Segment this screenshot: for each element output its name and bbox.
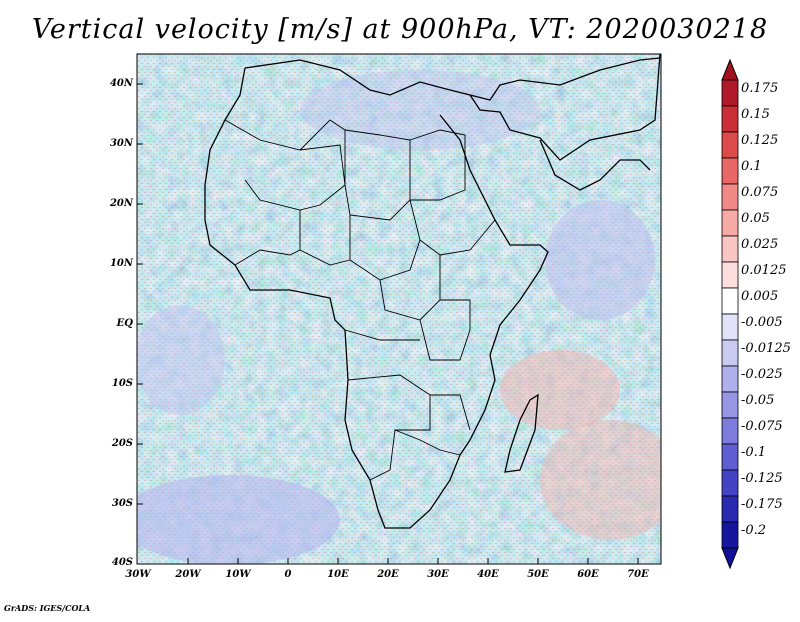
lon-label: 10E xyxy=(327,569,349,580)
lon-label: 30E xyxy=(427,569,449,580)
colorbar-top-arrow xyxy=(721,58,739,81)
colorbar-label: 0.125 xyxy=(741,133,779,149)
colorbar-swatch xyxy=(721,157,739,185)
colorbar-label: 0.15 xyxy=(741,107,770,123)
country-borders xyxy=(224,119,496,481)
lon-label: 10W xyxy=(225,569,251,580)
coastlines xyxy=(204,54,661,529)
credit-text: GrADS: IGES/COLA xyxy=(4,603,91,613)
colorbar-label: -0.05 xyxy=(741,393,775,409)
colorbar-swatch xyxy=(721,313,739,341)
colorbar-swatch xyxy=(721,391,739,419)
colorbar-swatch xyxy=(721,209,739,237)
lat-label: 10S xyxy=(111,378,133,389)
colorbar-label: 0.075 xyxy=(741,185,779,201)
colorbar-label: -0.005 xyxy=(741,315,783,331)
lon-label: 20W xyxy=(175,569,201,580)
colorbar-label: 0.175 xyxy=(741,81,779,97)
lon-label: 70E xyxy=(627,569,649,580)
colorbar-swatch xyxy=(721,131,739,159)
colorbar-swatch xyxy=(721,287,739,315)
colorbar-swatch xyxy=(721,79,739,107)
map-title: Vertical velocity [m/s] at 900hPa, VT: 2… xyxy=(31,14,769,45)
colorbar-label: 0.05 xyxy=(741,211,770,227)
colorbar-bottom-arrow xyxy=(721,547,739,570)
colorbar-swatch xyxy=(721,235,739,263)
lat-label: 20S xyxy=(111,438,133,449)
colorbar-swatch xyxy=(721,495,739,523)
colorbar-label: -0.0125 xyxy=(741,341,791,357)
colorbar-swatch xyxy=(721,417,739,445)
colorbar-swatch xyxy=(721,261,739,289)
lon-label: 40E xyxy=(477,569,499,580)
colorbar-swatch xyxy=(721,469,739,497)
lat-label: 30S xyxy=(111,498,133,509)
lon-label: 50E xyxy=(527,569,549,580)
lon-label: 20E xyxy=(377,569,399,580)
colorbar-label: -0.075 xyxy=(741,419,783,435)
lon-label: 0 xyxy=(284,569,292,580)
colorbar-label: 0.1 xyxy=(741,159,762,175)
colorbar-label: -0.1 xyxy=(741,445,767,461)
colorbar-label: -0.025 xyxy=(741,367,783,383)
lat-label: 40N xyxy=(109,78,133,89)
colorbar-swatch xyxy=(721,443,739,471)
colorbar-swatch xyxy=(721,183,739,211)
colorbar-swatch xyxy=(721,365,739,393)
colorbar-label: 0.005 xyxy=(741,289,779,305)
plot-frame xyxy=(136,53,662,565)
lat-label: 10N xyxy=(109,258,133,269)
colorbar xyxy=(721,58,739,570)
lon-label: 30W xyxy=(125,569,151,580)
lat-label: 20N xyxy=(109,198,133,209)
lat-label: 40S xyxy=(111,557,133,568)
colorbar-label: 0.025 xyxy=(741,237,779,253)
colorbar-label: -0.2 xyxy=(741,523,767,539)
colorbar-swatch xyxy=(721,105,739,133)
axis-ticks xyxy=(137,83,639,564)
colorbar-swatch xyxy=(721,339,739,367)
lat-label: EQ xyxy=(116,318,133,329)
colorbar-label: 0.0125 xyxy=(741,263,787,279)
lon-label: 60E xyxy=(577,569,599,580)
vertical-velocity-field xyxy=(137,54,661,564)
lat-label: 30N xyxy=(109,138,133,149)
colorbar-swatch xyxy=(721,521,739,549)
colorbar-label: -0.175 xyxy=(741,497,783,513)
colorbar-label: -0.125 xyxy=(741,471,783,487)
